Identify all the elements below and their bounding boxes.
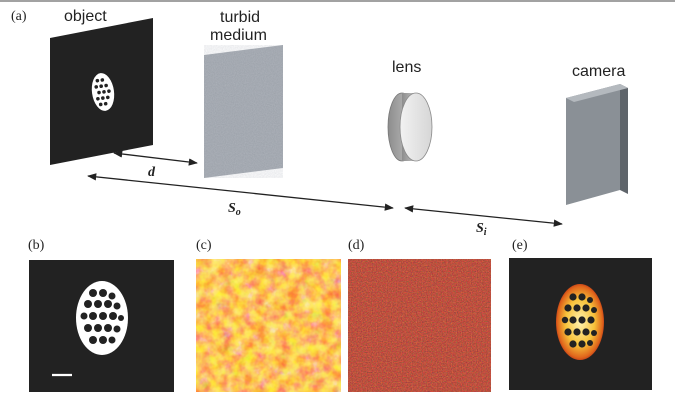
distance-label-so-sub: o — [236, 207, 241, 218]
distance-label-d: d — [148, 165, 156, 180]
object-label: object — [64, 8, 107, 25]
turbid-label-line1: turbid — [220, 9, 260, 26]
lens-icon — [387, 92, 433, 162]
distance-arrow-d — [113, 150, 198, 166]
panel-b-honeycomb — [76, 281, 128, 355]
panel-label-d: (d) — [348, 238, 365, 253]
object-honeycomb-pattern — [91, 73, 115, 111]
panel-e-honeycomb — [556, 284, 604, 360]
distance-label-si: Si — [476, 221, 487, 238]
distance-arrow-so — [87, 173, 394, 211]
distance-arrow-si — [404, 205, 563, 227]
camera-label: camera — [572, 63, 625, 80]
lens-label: lens — [392, 59, 421, 76]
camera-sensor — [566, 84, 628, 205]
panel-label-a: (a) — [11, 9, 27, 24]
distance-label-so: So — [228, 201, 241, 218]
turbid-label-line2: medium — [210, 27, 267, 44]
panel-label-c: (c) — [196, 238, 212, 253]
panel-label-e: (e) — [512, 238, 528, 253]
distance-label-si-sub: i — [484, 227, 487, 238]
panel-label-b: (b) — [28, 238, 45, 253]
